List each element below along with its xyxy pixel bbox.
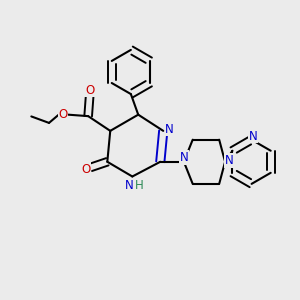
Text: N: N [165,123,174,136]
Text: N: N [179,151,188,164]
Text: N: N [124,179,133,192]
Text: N: N [225,154,234,167]
Text: N: N [248,130,257,143]
Text: O: O [58,108,68,121]
Text: O: O [82,163,91,176]
Text: H: H [134,179,143,192]
Text: O: O [85,84,94,97]
